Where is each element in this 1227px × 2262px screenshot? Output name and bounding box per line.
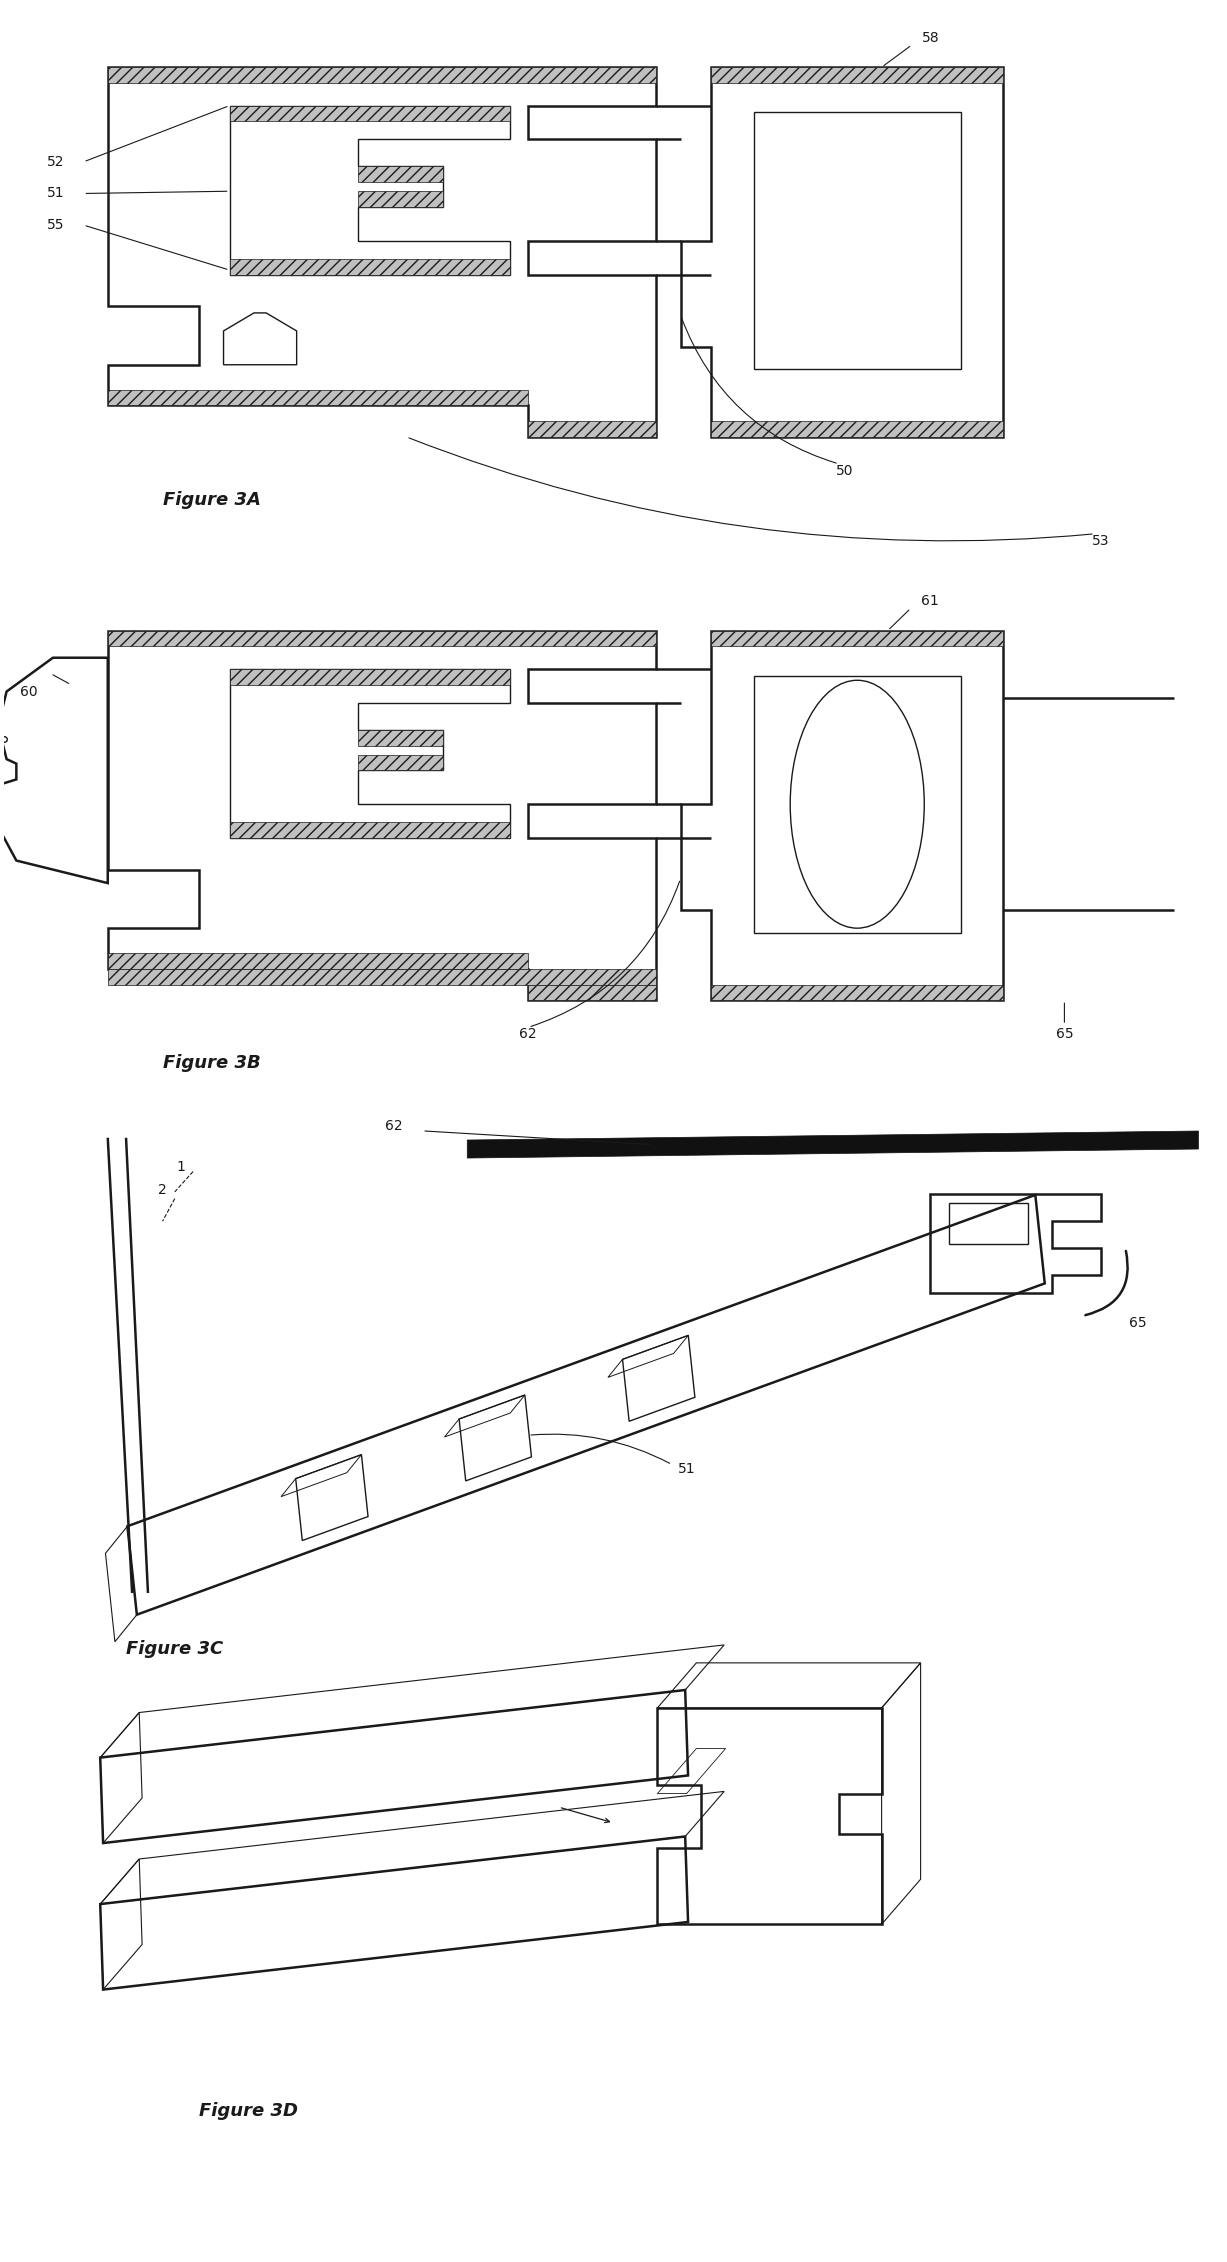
Text: 51: 51 [677, 1461, 696, 1477]
Polygon shape [108, 631, 656, 647]
Polygon shape [467, 1131, 1199, 1158]
Text: 51: 51 [47, 185, 64, 201]
Polygon shape [108, 968, 656, 984]
Text: 65: 65 [1055, 1027, 1074, 1041]
Polygon shape [229, 258, 510, 274]
Text: 61: 61 [921, 595, 939, 608]
Polygon shape [528, 984, 656, 1000]
Text: 55: 55 [47, 217, 64, 233]
Text: 60: 60 [20, 685, 37, 699]
Polygon shape [357, 756, 443, 771]
Text: Figure 3B: Figure 3B [163, 1054, 260, 1072]
Text: 65: 65 [1129, 1316, 1146, 1330]
Polygon shape [229, 823, 510, 837]
Polygon shape [229, 106, 510, 122]
Polygon shape [229, 670, 510, 685]
Text: Figure 3C: Figure 3C [126, 1640, 223, 1658]
Text: Figure 3D: Figure 3D [199, 2101, 298, 2119]
Polygon shape [357, 731, 443, 746]
Text: 62: 62 [385, 1120, 402, 1133]
Text: 50: 50 [837, 464, 854, 477]
Text: 2: 2 [158, 1183, 167, 1197]
Polygon shape [528, 421, 656, 437]
Polygon shape [710, 68, 1004, 84]
Text: 52: 52 [47, 154, 64, 170]
Text: 53: 53 [1092, 534, 1109, 547]
Polygon shape [108, 952, 528, 968]
Polygon shape [357, 192, 443, 208]
Polygon shape [357, 167, 443, 183]
Text: Figure 3A: Figure 3A [163, 491, 260, 509]
Text: 62: 62 [519, 1027, 537, 1041]
Text: 1: 1 [177, 1160, 185, 1174]
Polygon shape [108, 68, 656, 84]
Polygon shape [710, 631, 1004, 647]
Text: 58: 58 [921, 32, 939, 45]
Polygon shape [108, 389, 528, 405]
Polygon shape [710, 984, 1004, 1000]
Polygon shape [710, 421, 1004, 437]
